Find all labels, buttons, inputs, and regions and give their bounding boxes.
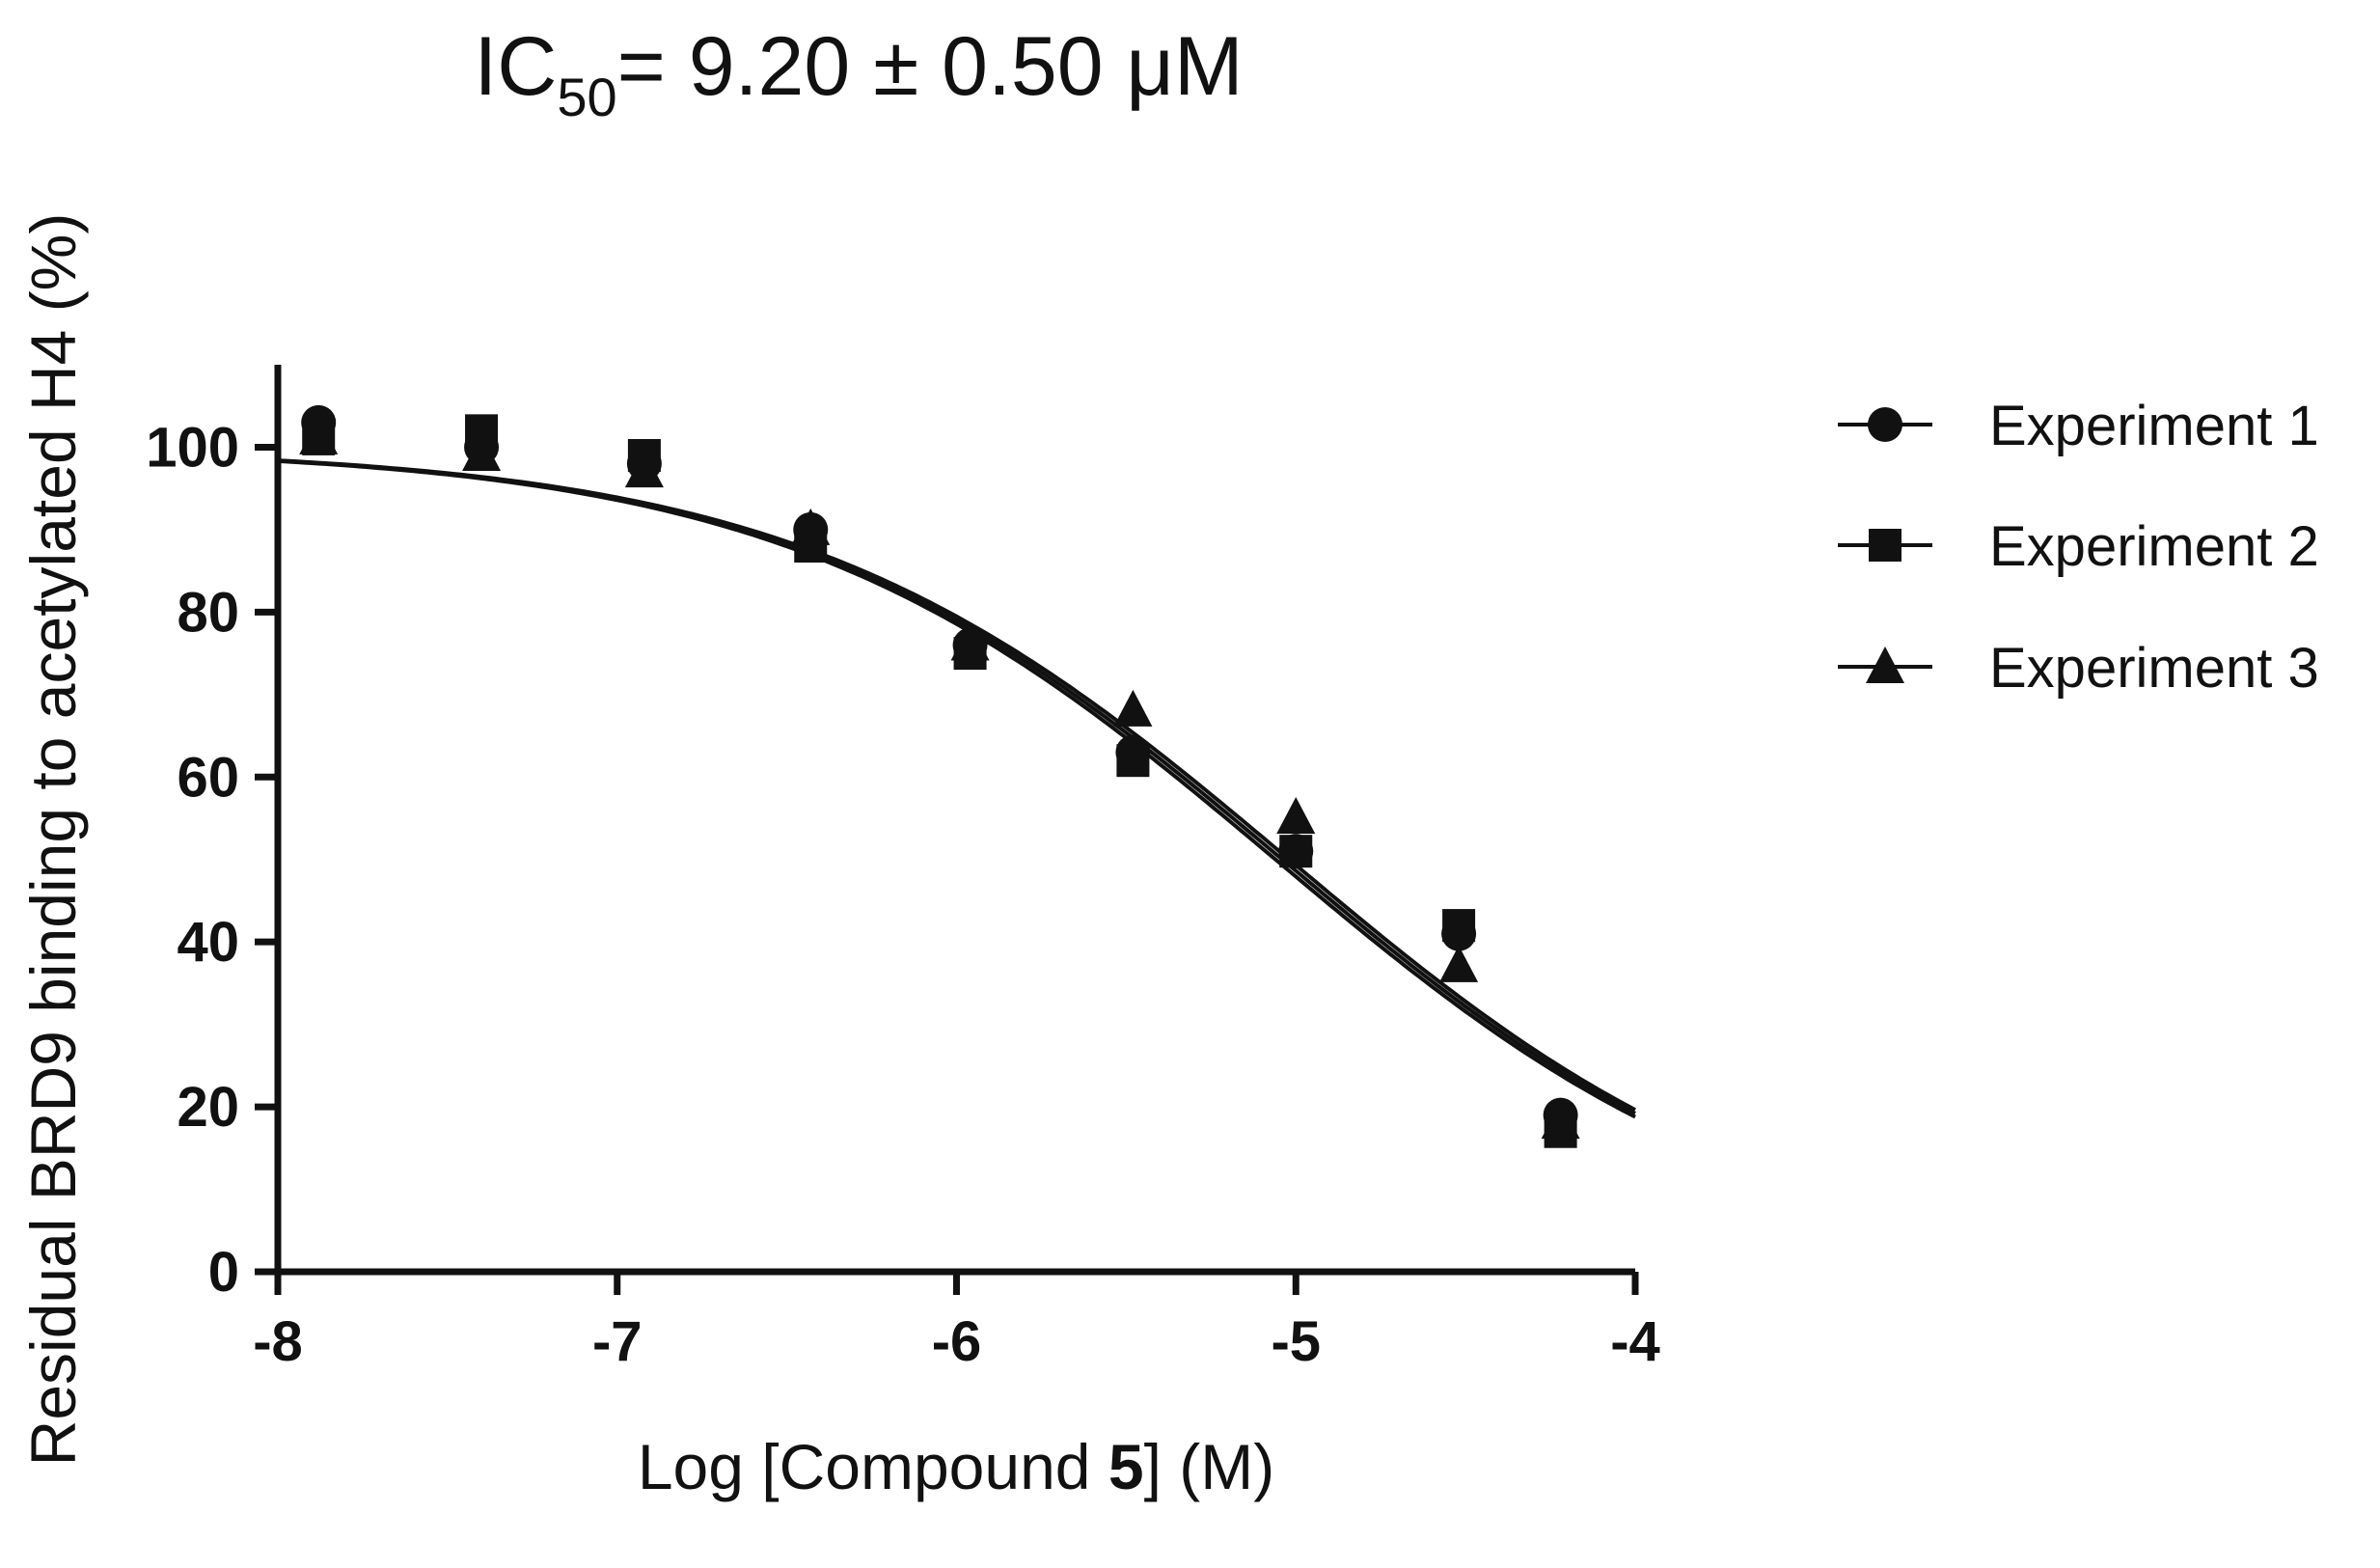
x-tick-label: -6 [932,1310,982,1373]
data-point-triangle [1276,797,1316,834]
legend-square-marker [1869,529,1901,562]
fit-curve-series-3 [277,458,1636,1112]
data-point-square [1279,835,1313,868]
y-tick-label: 100 [146,416,239,479]
data-point-triangle [1113,689,1153,727]
legend-label-experiment-2: Experiment 2 [1989,515,2319,578]
data-point-triangle [1439,945,1479,982]
x-axis-label-bold: 5 [1108,1431,1144,1502]
chart-title-prefix: IC [474,20,557,113]
data-point-triangle [299,417,339,454]
data-point-triangle [1541,1102,1580,1140]
x-axis-label: Log [Compound 5] (M) [638,1431,1274,1502]
axes: 0 20 40 60 80 100 -8 -7 -6 -5 -4 [146,365,1660,1373]
fit-curves [277,458,1636,1119]
data-point-square [1116,744,1150,778]
chart-title: IC50= 9.20 ± 0.50 μM [474,20,1243,127]
chart-title-subscript: 50 [557,67,616,127]
y-tick-label: 80 [177,581,239,644]
legend-triangle-marker [1866,646,1904,683]
y-tick-label: 60 [177,746,239,809]
data-point-triangle [624,451,664,488]
y-tick-label: 40 [177,911,239,974]
x-tick-label: -8 [253,1310,303,1373]
data-point-square [1442,909,1476,943]
y-tick-label: 0 [208,1241,239,1304]
fit-curve-series-1 [277,458,1636,1115]
legend-item-experiment-2: Experiment 2 [1838,515,2319,578]
data-point-triangle [462,434,502,471]
x-tick-label: -7 [592,1310,643,1373]
chart-title-suffix: = 9.20 ± 0.50 μM [617,20,1244,113]
data-points [299,404,1580,1148]
fit-curve-series-2 [277,458,1636,1119]
x-axis-label-suffix: ] (M) [1144,1431,1275,1502]
x-tick-label: -4 [1610,1310,1660,1373]
x-ticks: -8 -7 -6 -5 -4 [253,1272,1660,1373]
y-tick-label: 20 [177,1076,239,1139]
data-point-triangle [791,508,831,545]
legend-label-experiment-1: Experiment 1 [1989,395,2319,457]
legend-item-experiment-3: Experiment 3 [1838,637,2319,700]
y-ticks: 0 20 40 60 80 100 [146,416,278,1304]
legend-label-experiment-3: Experiment 3 [1989,637,2319,700]
x-tick-label: -5 [1271,1310,1321,1373]
legend: Experiment 1 Experiment 2 Experiment 3 [1838,395,2319,700]
x-axis-label-prefix: Log [Compound [638,1431,1108,1502]
legend-item-experiment-1: Experiment 1 [1838,395,2319,457]
y-axis-label: Residual BRD9 binding to acetylated H4 (… [17,213,89,1467]
data-point-triangle [950,623,990,661]
legend-circle-marker [1868,407,1902,442]
